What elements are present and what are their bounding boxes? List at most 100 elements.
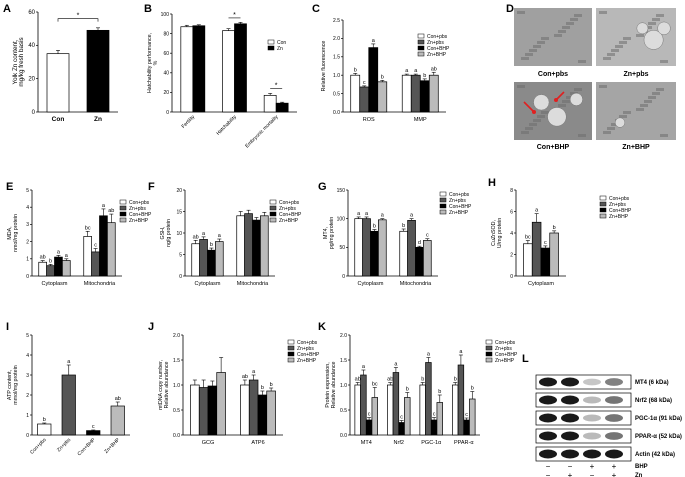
texture-mark	[533, 119, 541, 122]
legend-swatch	[119, 205, 127, 211]
significance-letter: b	[421, 377, 424, 383]
legend-swatch	[485, 345, 493, 351]
legend-swatch	[287, 345, 295, 351]
y-axis-label: Hatchability performance,%	[147, 33, 159, 93]
legend-swatch	[119, 199, 127, 205]
texture-mark	[611, 49, 619, 52]
legend-swatch	[599, 201, 607, 207]
significance-letter: b	[454, 377, 457, 383]
x-tick-label: Nrf2	[394, 440, 404, 446]
significance-letter: d	[418, 240, 421, 246]
significance-letter: c	[426, 233, 429, 239]
texture-mark	[603, 131, 611, 134]
bar	[252, 219, 261, 277]
blot-band	[539, 431, 557, 441]
micrograph-image	[514, 8, 592, 66]
significance-letter: ab	[40, 255, 46, 261]
legend-label: Con+BHP	[129, 212, 152, 218]
bar	[180, 26, 194, 113]
bar	[368, 47, 379, 113]
legend-swatch	[287, 339, 295, 345]
significance-letter: b	[438, 389, 441, 395]
significance-letter: b	[406, 387, 409, 393]
bar	[360, 374, 367, 436]
y-tick-label: 50	[339, 245, 345, 251]
bar	[428, 74, 439, 113]
y-tick-label: 8	[510, 188, 513, 194]
y-tick-label: 5	[26, 333, 29, 339]
band-label: Nrf2 (68 kDa)	[635, 398, 672, 404]
bar	[86, 430, 101, 436]
red-arrow-head	[554, 98, 558, 102]
legend-swatch	[119, 217, 127, 223]
bar	[350, 74, 361, 113]
legend-swatch	[269, 217, 277, 223]
significance-letter: ab	[115, 396, 121, 402]
band-label: Actin (42 kDa)	[635, 452, 675, 458]
x-tick-label: Hatchability	[215, 114, 238, 137]
legend-swatch	[287, 351, 295, 357]
y-tick-label: 2	[510, 252, 513, 258]
blot-band	[583, 378, 601, 386]
legend-label: Con+pbs	[449, 192, 470, 198]
bar	[207, 249, 216, 277]
legend-swatch	[417, 33, 425, 39]
significance-letter: a	[102, 203, 106, 209]
y-tick-label: 1.5	[173, 358, 180, 364]
legend-swatch	[287, 357, 295, 363]
bar	[370, 230, 379, 277]
bar	[199, 239, 208, 277]
significance-letter: c	[433, 412, 436, 418]
bar	[257, 394, 268, 436]
legend-swatch	[439, 203, 447, 209]
significance-letter: a	[535, 208, 539, 214]
y-tick-label: 4	[510, 231, 513, 237]
panel-b: B 0 20 40 60 80 100 Hatchability performance,% F…	[144, 3, 297, 149]
y-tick-label: 0.5	[340, 408, 347, 414]
texture-mark	[566, 22, 574, 25]
significance-letter: a	[372, 38, 376, 44]
blot-band	[583, 449, 601, 459]
legend-swatch	[417, 45, 425, 51]
significance-letter: b	[270, 382, 273, 388]
texture-mark	[623, 111, 631, 114]
treatment-sign: +	[612, 462, 617, 471]
y-tick-label: 0.0	[333, 110, 340, 116]
treatment-sign: −	[546, 462, 551, 471]
texture-mark	[517, 85, 525, 88]
significance-letter: a	[414, 68, 418, 74]
bar	[46, 265, 55, 277]
texture-mark	[660, 60, 668, 63]
significance-letter: a	[365, 211, 369, 217]
significance-letter: c	[363, 80, 366, 86]
bar	[107, 222, 116, 277]
texture-mark	[640, 104, 648, 107]
significance-letter: a	[357, 211, 361, 217]
bar	[91, 251, 100, 277]
legend-swatch	[485, 351, 493, 357]
significance-letter: c	[94, 242, 97, 248]
y-tick-label: 0	[32, 110, 36, 116]
significance-letter: c	[400, 415, 403, 421]
organelle	[614, 117, 626, 128]
bar	[191, 243, 200, 277]
micrograph	[514, 82, 592, 140]
x-tick-label: Mitochondria	[400, 281, 432, 287]
texture-mark	[636, 108, 644, 111]
texture-mark	[554, 34, 562, 37]
significance-letter: a	[459, 349, 463, 355]
bar	[110, 405, 125, 436]
x-tick-label: Zn	[94, 116, 102, 123]
texture-mark	[578, 60, 586, 63]
x-tick-label: Zn+pbs	[56, 437, 72, 453]
y-axis-label: Yolk Zn content,mg/kg fresh basis	[12, 37, 25, 86]
y-tick-label: 1	[26, 257, 29, 263]
bar	[190, 384, 200, 436]
panel-l: L MT4 (6 kDa) Nrf2 (68 kDa) PGC-1α (91 kDa)…	[522, 353, 682, 477]
x-tick-label: GCG	[202, 440, 215, 446]
treatment-sign: −	[590, 471, 595, 477]
significance-letter: c	[544, 240, 547, 246]
bar	[234, 23, 247, 113]
